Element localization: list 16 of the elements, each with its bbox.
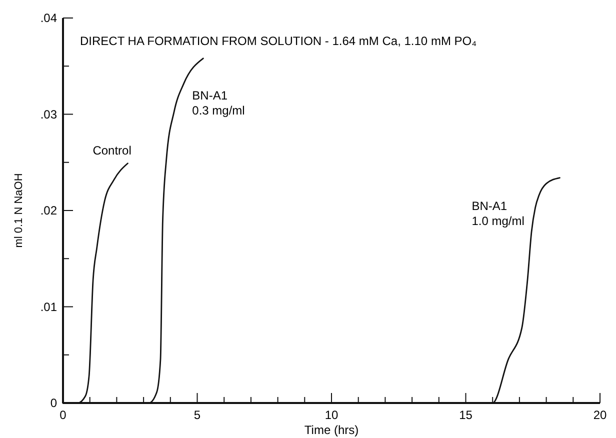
series-label: BN-A1 0.3 mg/ml [192,88,245,118]
y-tick-label: 0 [50,396,58,410]
x-tick-label: 10 [324,408,338,422]
series-label: Control [92,143,132,158]
x-tick-label: 20 [593,408,607,422]
y-tick-label: .02 [40,204,58,218]
x-tick-label: 0 [60,408,67,422]
y-tick-label: .03 [40,107,58,122]
x-axis-title: Time (hrs) [304,423,359,437]
text: DIRECT HA FORMATION FROM SOLUTION - 1.64 mM Ca, 1.10 mM PO₄ [80,34,477,48]
series-label: BN-A1 1.0 mg/ml [472,198,524,228]
y-tick-label: .01 [40,300,58,314]
x-tick-label: 5 [194,408,201,422]
y-axis-title: ml 0.1 N NaOH [13,173,25,248]
x-tick-label: 15 [459,408,473,422]
y-tick-label: .04 [40,11,58,25]
